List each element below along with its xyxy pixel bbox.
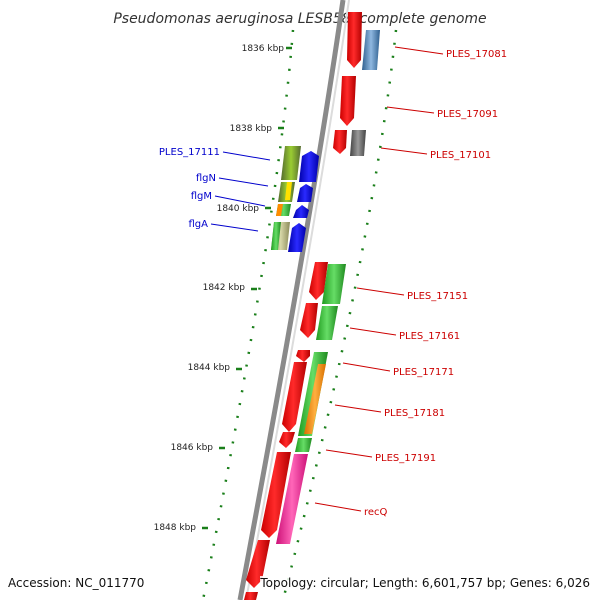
cds-arrow[interactable] xyxy=(288,223,306,252)
label-leader xyxy=(314,502,362,512)
map-title: Pseudomonas aeruginosa LESB58, complete … xyxy=(113,11,486,27)
cds-arrow[interactable] xyxy=(244,592,258,600)
cds-arrow[interactable] xyxy=(309,262,328,300)
label-leader xyxy=(222,151,271,161)
homology-block[interactable] xyxy=(316,306,338,340)
label-leader xyxy=(210,223,259,232)
cds-arrow[interactable] xyxy=(246,540,270,588)
gene-label-ples-17111[interactable]: PLES_17111 xyxy=(159,147,220,158)
homology-track-right xyxy=(276,30,380,544)
kbp-label: 1840 kbp xyxy=(217,204,260,214)
cds-arrow[interactable] xyxy=(347,12,362,68)
label-leader xyxy=(214,195,266,207)
kbp-scale: 1836 kbp 1838 kbp 1840 kbp 1842 kbp 1844… xyxy=(154,44,292,533)
accession-text: Accession: NC_011770 xyxy=(8,576,145,590)
gene-label-ples-17161[interactable]: PLES_17161 xyxy=(399,331,460,342)
label-leader xyxy=(380,147,428,155)
gene-label-ples-17181[interactable]: PLES_17181 xyxy=(384,408,445,419)
genome-backbone-inner xyxy=(245,0,350,600)
kbp-label: 1846 kbp xyxy=(171,443,214,453)
homology-block[interactable] xyxy=(271,222,281,250)
kbp-label: 1842 kbp xyxy=(203,283,246,293)
label-leader xyxy=(349,327,397,336)
label-leader xyxy=(386,106,435,114)
label-leader xyxy=(334,404,382,413)
topology-text: Topology: circular; Length: 6,601,757 bp… xyxy=(260,576,590,590)
kbp-label: 1848 kbp xyxy=(154,523,197,533)
label-leader xyxy=(325,449,373,458)
gene-label-recq[interactable]: recQ xyxy=(364,507,388,518)
gene-label-ples-17151[interactable]: PLES_17151 xyxy=(407,291,468,302)
homology-block[interactable] xyxy=(285,182,292,200)
gene-label-flga[interactable]: flgA xyxy=(189,219,209,230)
gene-label-flgn[interactable]: flgN xyxy=(196,173,216,184)
gene-label-ples-17081[interactable]: PLES_17081 xyxy=(446,49,507,60)
gene-label-ples-17171[interactable]: PLES_17171 xyxy=(393,367,454,378)
cds-arrow[interactable] xyxy=(261,452,291,538)
cds-arrow[interactable] xyxy=(293,205,309,218)
label-leader xyxy=(342,362,391,372)
cds-arrow[interactable] xyxy=(333,130,347,154)
homology-block[interactable] xyxy=(295,438,312,452)
gene-label-flgm[interactable]: flgM xyxy=(191,191,212,202)
cds-arrow[interactable] xyxy=(340,76,356,126)
cds-arrow[interactable] xyxy=(296,350,310,362)
cds-arrow[interactable] xyxy=(299,151,319,182)
homology-block[interactable] xyxy=(322,264,346,304)
cds-arrow[interactable] xyxy=(297,184,313,202)
forward-cds-track xyxy=(244,12,362,600)
gene-label-ples-17191[interactable]: PLES_17191 xyxy=(375,453,436,464)
cds-arrow[interactable] xyxy=(282,362,307,432)
right-gene-labels: PLES_17081 PLES_17091 PLES_17101 PLES_17… xyxy=(314,46,507,518)
homology-block[interactable] xyxy=(276,454,308,544)
gene-label-ples-17101[interactable]: PLES_17101 xyxy=(430,150,491,161)
kbp-label: 1836 kbp xyxy=(242,44,285,54)
label-leader xyxy=(356,287,405,296)
cds-arrow[interactable] xyxy=(300,303,318,338)
homology-block[interactable] xyxy=(304,364,326,434)
kbp-label: 1844 kbp xyxy=(188,363,231,373)
kbp-label: 1838 kbp xyxy=(230,124,273,134)
gc-skew-ring-right xyxy=(281,29,398,600)
left-gene-labels: PLES_17111 flgN flgM flgA xyxy=(159,147,271,232)
homology-block[interactable] xyxy=(350,130,366,156)
homology-block[interactable] xyxy=(281,146,301,180)
label-leader xyxy=(218,177,269,187)
homology-block[interactable] xyxy=(362,30,380,70)
gene-label-ples-17091[interactable]: PLES_17091 xyxy=(437,109,498,120)
cds-arrow[interactable] xyxy=(279,432,295,448)
label-leader xyxy=(394,46,444,55)
genome-backbone xyxy=(237,0,346,600)
homology-block[interactable] xyxy=(276,204,283,216)
reverse-cds-track xyxy=(271,146,319,252)
